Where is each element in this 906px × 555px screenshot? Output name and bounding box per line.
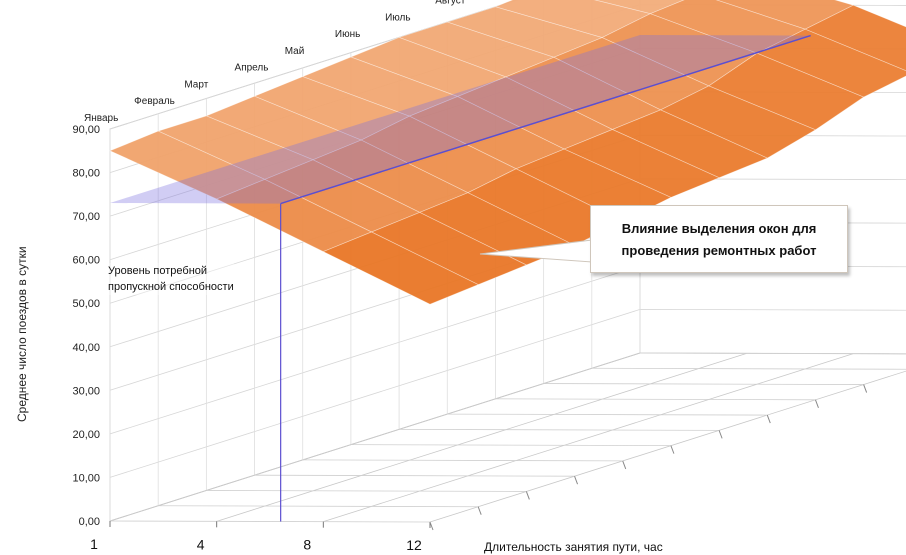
- y-tick-label: 20,00: [72, 429, 100, 441]
- surface-patch: [659, 85, 817, 159]
- y-tick-label: 50,00: [72, 298, 100, 310]
- surface-patch: [515, 148, 672, 222]
- depth-tick-mark: [718, 430, 723, 439]
- surface-patch: [593, 0, 685, 15]
- floor-month-line: [206, 490, 527, 492]
- capacity-plane-fill: [110, 35, 811, 204]
- surface-patch: [322, 231, 480, 305]
- floor-month-line: [109, 520, 431, 523]
- floor-month-line: [495, 398, 816, 401]
- x-tick-label: 4: [197, 536, 205, 552]
- month-label: Апрель: [235, 63, 269, 74]
- month-label: Июль: [385, 12, 411, 23]
- floor-month-line: [591, 367, 906, 370]
- floor-gridline: [109, 352, 641, 522]
- floor-month-line: [302, 459, 623, 462]
- axes: 0,00 10,00 20,00 30,00 40,00 50,00 60,00 70,00 8…: [72, 0, 868, 553]
- y-tick-label: 10,00: [72, 472, 100, 484]
- y-tick-label: 60,00: [72, 255, 100, 267]
- y-tick-label: 40,00: [72, 342, 100, 354]
- y-gridline: [109, 0, 519, 130]
- x-tick-label: 1: [90, 536, 98, 552]
- depth-tick-mark: [766, 414, 771, 424]
- floor-gridline: [216, 352, 747, 522]
- y-tick-label: 0,00: [79, 516, 100, 528]
- surface-patch: [708, 52, 865, 131]
- y-tick-label: 30,00: [72, 385, 100, 397]
- y-axis-title: Среднее число поездов в сутки: [15, 246, 29, 422]
- repair-windows-callout: Влияние выделения окон для проведения ре…: [590, 205, 848, 273]
- month-label: Февраль: [134, 96, 175, 107]
- month-label: Май: [285, 46, 305, 57]
- capacity-level-label-line2: пропускной способности: [108, 281, 234, 293]
- floor-month-line: [447, 413, 768, 416]
- floor-gridline: [323, 353, 854, 523]
- floor-month-line: [639, 352, 906, 355]
- floor-month-line: [399, 428, 720, 431]
- x-tick-label: 12: [406, 537, 422, 553]
- y-tick-label: 80,00: [72, 168, 100, 180]
- floor-gridline: [429, 370, 906, 523]
- floor-month-line: [158, 505, 479, 508]
- callout-line2: проведения ремонтных работ: [621, 243, 817, 258]
- floor-month-line: [254, 474, 575, 477]
- depth-tick-mark: [525, 491, 530, 500]
- capacity-level-label-line1: Уровень потребной: [108, 265, 208, 277]
- depth-tick-mark: [622, 460, 627, 470]
- x-tick-label: 8: [303, 537, 311, 553]
- surface-patch: [563, 129, 720, 198]
- month-label: Август: [435, 0, 466, 7]
- depth-tick-mark: [574, 476, 579, 485]
- axis-labels: Среднее число поездов в сутки Длительнос…: [15, 246, 663, 554]
- depth-tick-mark: [670, 445, 675, 454]
- depth-tick-mark: [814, 399, 819, 408]
- surface-plot: [109, 0, 906, 305]
- y-tick-label: 90,00: [72, 124, 100, 136]
- y-tick-label: 70,00: [72, 211, 100, 223]
- depth-tick-mark: [429, 521, 434, 531]
- x-axis-title: Длительность занятия пути, час: [484, 540, 663, 554]
- capacity-level-label: Уровень потребной пропускной способности: [108, 263, 234, 295]
- month-label: Январь: [84, 113, 118, 124]
- month-label: Июнь: [335, 29, 360, 40]
- floor-month-line: [350, 444, 671, 447]
- callout-line1: Влияние выделения окон для: [621, 221, 817, 236]
- capacity-level-line: [280, 34, 811, 205]
- month-label: Март: [184, 79, 208, 90]
- depth-tick-mark: [863, 384, 868, 393]
- floor-month-line: [543, 383, 864, 385]
- depth-tick-mark: [477, 506, 482, 515]
- capacity-plane: [110, 34, 811, 522]
